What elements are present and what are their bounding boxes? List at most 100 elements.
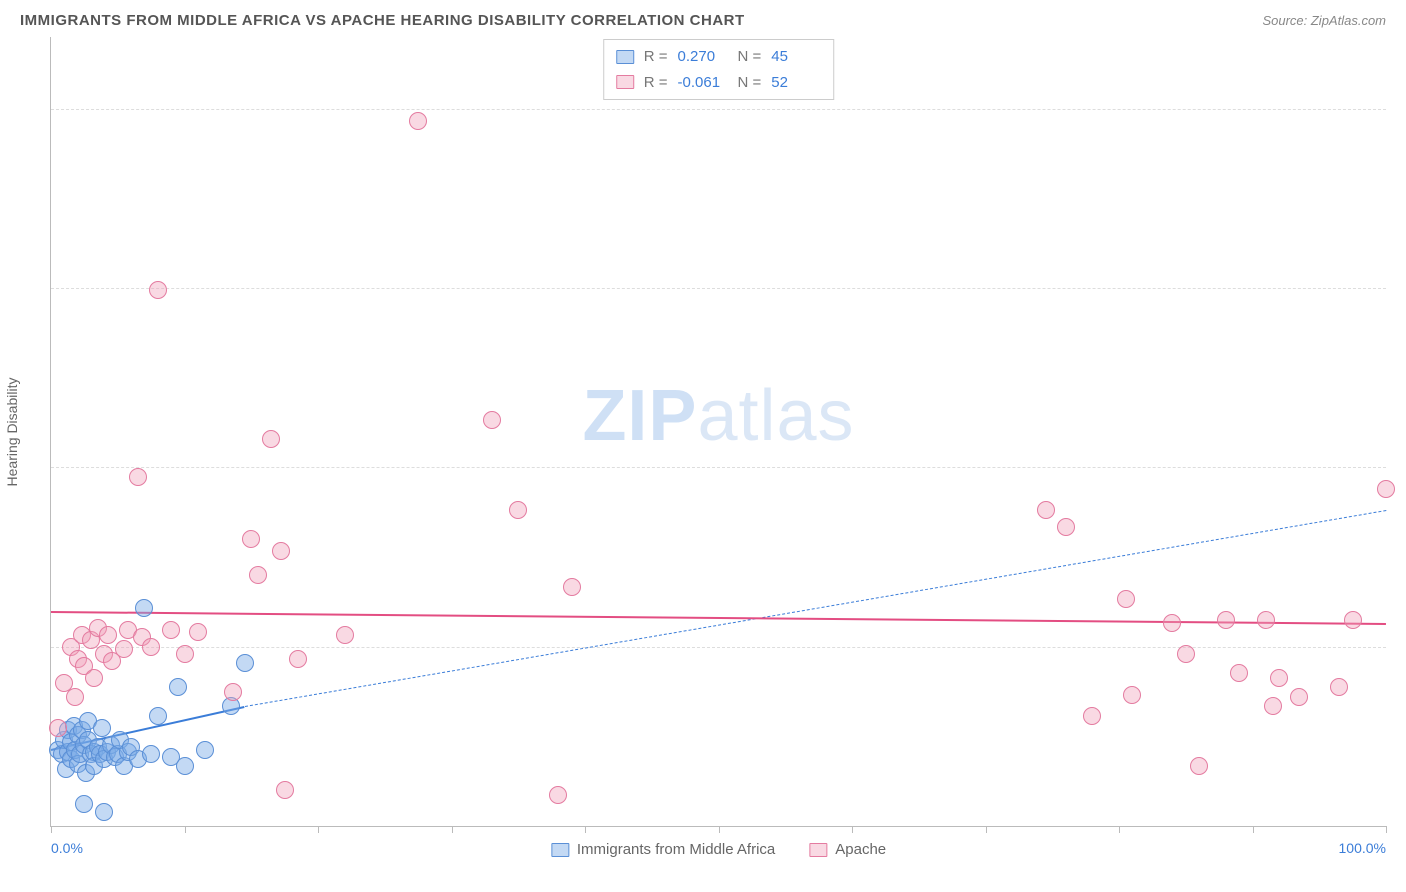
data-point (1377, 480, 1395, 498)
x-tick (986, 826, 987, 833)
header-row: IMMIGRANTS FROM MIDDLE AFRICA VS APACHE … (0, 0, 1406, 37)
data-point (1230, 664, 1248, 682)
data-point (1257, 611, 1275, 629)
data-point (135, 599, 153, 617)
data-point (483, 411, 501, 429)
x-tick (1119, 826, 1120, 833)
data-point (99, 626, 117, 644)
data-point (49, 719, 67, 737)
data-point (129, 468, 147, 486)
x-tick (585, 826, 586, 833)
r-label: R = (644, 70, 668, 96)
data-point (549, 786, 567, 804)
data-point (262, 430, 280, 448)
legend-swatch (551, 843, 569, 857)
r-value: 0.270 (678, 44, 728, 70)
data-point (1290, 688, 1308, 706)
data-point (1117, 590, 1135, 608)
gridline (51, 109, 1386, 110)
data-point (169, 678, 187, 696)
data-point (249, 566, 267, 584)
x-tick (719, 826, 720, 833)
series-legend: Immigrants from Middle Africa Apache (551, 841, 886, 858)
chart-title: IMMIGRANTS FROM MIDDLE AFRICA VS APACHE … (20, 12, 745, 29)
data-point (66, 688, 84, 706)
correlation-legend: R = 0.270 N = 45 R = -0.061 N = 52 (603, 39, 835, 100)
data-point (95, 803, 113, 821)
x-tick (452, 826, 453, 833)
legend-swatch (616, 50, 634, 64)
data-point (272, 542, 290, 560)
data-point (1270, 669, 1288, 687)
data-point (1330, 678, 1348, 696)
n-value: 52 (771, 70, 821, 96)
data-point (242, 530, 260, 548)
watermark-light: atlas (697, 376, 854, 456)
data-point (75, 795, 93, 813)
data-point (149, 707, 167, 725)
data-point (1057, 518, 1075, 536)
data-point (1190, 757, 1208, 775)
series-legend-item: Immigrants from Middle Africa (551, 841, 775, 858)
x-tick (51, 826, 52, 833)
data-point (409, 112, 427, 130)
data-point (176, 645, 194, 663)
data-point (236, 654, 254, 672)
data-point (1344, 611, 1362, 629)
trend-line (51, 611, 1386, 625)
data-point (115, 640, 133, 658)
r-label: R = (644, 44, 668, 70)
legend-row: R = 0.270 N = 45 (616, 44, 822, 70)
y-axis-label: Hearing Disability (4, 378, 20, 487)
y-tick-label: 30.0% (1392, 101, 1406, 117)
x-tick (852, 826, 853, 833)
x-tick (1253, 826, 1254, 833)
data-point (142, 638, 160, 656)
data-point (1123, 686, 1141, 704)
data-point (1037, 501, 1055, 519)
n-label: N = (738, 44, 762, 70)
data-point (563, 578, 581, 596)
data-point (85, 669, 103, 687)
x-max-label: 100.0% (1339, 840, 1386, 856)
x-min-label: 0.0% (51, 840, 83, 856)
plot-region: ZIPatlas R =0.270N =45R =-0.061N =52 Imm… (50, 37, 1386, 827)
data-point (1177, 645, 1195, 663)
chart-area: Hearing Disability ZIPatlas R =0.270N =4… (50, 37, 1386, 827)
x-tick (1386, 826, 1387, 833)
y-tick-label: 22.5% (1392, 280, 1406, 296)
data-point (1264, 697, 1282, 715)
legend-row: R = -0.061 N = 52 (616, 70, 822, 96)
x-tick (185, 826, 186, 833)
watermark: ZIPatlas (582, 375, 854, 457)
source-attribution: Source: ZipAtlas.com (1262, 13, 1386, 28)
data-point (142, 745, 160, 763)
series-label: Immigrants from Middle Africa (577, 841, 775, 858)
r-value: -0.061 (678, 70, 728, 96)
data-point (149, 281, 167, 299)
data-point (1083, 707, 1101, 725)
data-point (1217, 611, 1235, 629)
data-point (336, 626, 354, 644)
series-label: Apache (835, 841, 886, 858)
data-point (93, 719, 111, 737)
x-tick (318, 826, 319, 833)
y-tick-label: 7.5% (1392, 639, 1406, 655)
data-point (162, 621, 180, 639)
data-point (196, 741, 214, 759)
trend-line (244, 510, 1386, 707)
data-point (276, 781, 294, 799)
y-tick-label: 15.0% (1392, 459, 1406, 475)
legend-swatch (809, 843, 827, 857)
data-point (509, 501, 527, 519)
data-point (189, 623, 207, 641)
gridline (51, 467, 1386, 468)
gridline (51, 288, 1386, 289)
series-legend-item: Apache (809, 841, 886, 858)
n-value: 45 (771, 44, 821, 70)
data-point (176, 757, 194, 775)
data-point (1163, 614, 1181, 632)
data-point (289, 650, 307, 668)
n-label: N = (738, 70, 762, 96)
legend-swatch (616, 75, 634, 89)
